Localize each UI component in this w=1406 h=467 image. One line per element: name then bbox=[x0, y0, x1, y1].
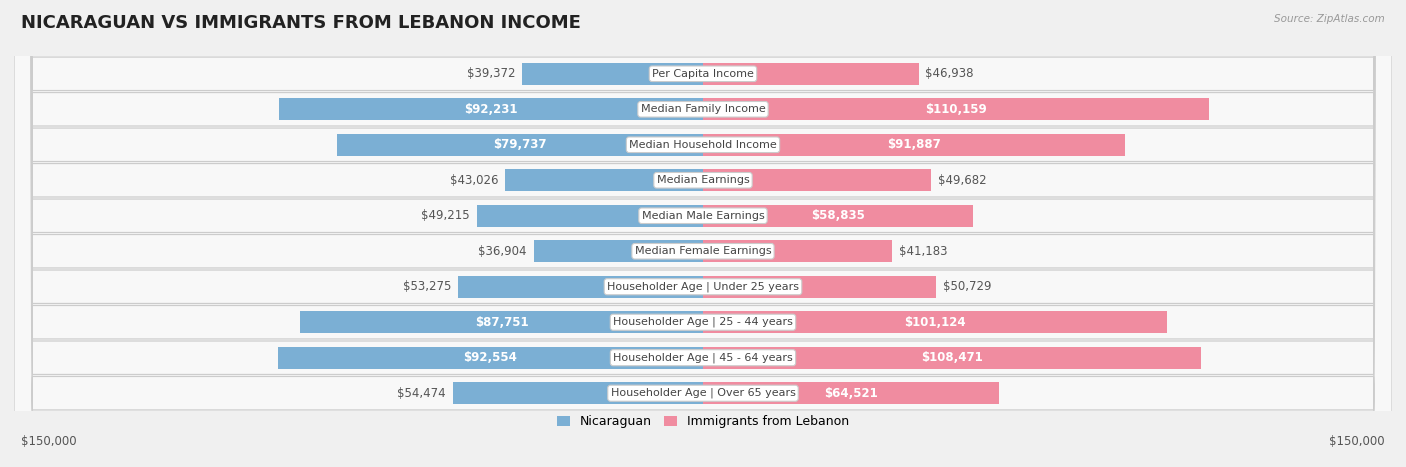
Bar bbox=[533, 240, 703, 262]
Text: $43,026: $43,026 bbox=[450, 174, 499, 187]
Bar bbox=[299, 311, 703, 333]
Text: $150,000: $150,000 bbox=[1329, 435, 1385, 448]
Text: NICARAGUAN VS IMMIGRANTS FROM LEBANON INCOME: NICARAGUAN VS IMMIGRANTS FROM LEBANON IN… bbox=[21, 14, 581, 32]
Bar bbox=[453, 382, 703, 404]
Text: Householder Age | Over 65 years: Householder Age | Over 65 years bbox=[610, 388, 796, 398]
Text: Per Capita Income: Per Capita Income bbox=[652, 69, 754, 79]
Text: Median Household Income: Median Household Income bbox=[628, 140, 778, 150]
Bar bbox=[280, 98, 703, 120]
FancyBboxPatch shape bbox=[14, 0, 1392, 467]
Text: Householder Age | Under 25 years: Householder Age | Under 25 years bbox=[607, 282, 799, 292]
Bar bbox=[477, 205, 703, 227]
Text: Median Male Earnings: Median Male Earnings bbox=[641, 211, 765, 221]
Bar bbox=[703, 311, 1167, 333]
Legend: Nicaraguan, Immigrants from Lebanon: Nicaraguan, Immigrants from Lebanon bbox=[553, 410, 853, 433]
FancyBboxPatch shape bbox=[14, 0, 1392, 467]
Text: $87,751: $87,751 bbox=[475, 316, 529, 329]
FancyBboxPatch shape bbox=[14, 0, 1392, 467]
Text: Source: ZipAtlas.com: Source: ZipAtlas.com bbox=[1274, 14, 1385, 24]
Text: Householder Age | 25 - 44 years: Householder Age | 25 - 44 years bbox=[613, 317, 793, 327]
FancyBboxPatch shape bbox=[14, 0, 1392, 467]
Text: $39,372: $39,372 bbox=[467, 67, 515, 80]
Bar bbox=[703, 134, 1125, 156]
Bar bbox=[522, 63, 703, 85]
Text: $36,904: $36,904 bbox=[478, 245, 527, 258]
Text: $79,737: $79,737 bbox=[494, 138, 547, 151]
Text: $64,521: $64,521 bbox=[824, 387, 877, 400]
Text: $53,275: $53,275 bbox=[404, 280, 451, 293]
Text: $150,000: $150,000 bbox=[21, 435, 77, 448]
Bar bbox=[703, 63, 918, 85]
Bar bbox=[703, 169, 931, 191]
Text: $50,729: $50,729 bbox=[943, 280, 991, 293]
Bar bbox=[703, 240, 893, 262]
Text: $49,215: $49,215 bbox=[422, 209, 470, 222]
Text: $101,124: $101,124 bbox=[904, 316, 966, 329]
Bar bbox=[703, 347, 1201, 369]
Text: $49,682: $49,682 bbox=[938, 174, 987, 187]
FancyBboxPatch shape bbox=[14, 0, 1392, 467]
Text: $91,887: $91,887 bbox=[887, 138, 941, 151]
Text: Median Family Income: Median Family Income bbox=[641, 104, 765, 114]
Bar bbox=[703, 205, 973, 227]
Bar bbox=[505, 169, 703, 191]
Text: Householder Age | 45 - 64 years: Householder Age | 45 - 64 years bbox=[613, 353, 793, 363]
Text: $58,835: $58,835 bbox=[811, 209, 865, 222]
Text: $92,554: $92,554 bbox=[464, 351, 517, 364]
FancyBboxPatch shape bbox=[14, 0, 1392, 467]
Bar bbox=[703, 382, 1000, 404]
Text: $110,159: $110,159 bbox=[925, 103, 987, 116]
Text: $108,471: $108,471 bbox=[921, 351, 983, 364]
Text: Median Earnings: Median Earnings bbox=[657, 175, 749, 185]
Bar bbox=[337, 134, 703, 156]
Text: $46,938: $46,938 bbox=[925, 67, 974, 80]
FancyBboxPatch shape bbox=[14, 0, 1392, 467]
Bar bbox=[278, 347, 703, 369]
FancyBboxPatch shape bbox=[14, 0, 1392, 467]
FancyBboxPatch shape bbox=[14, 0, 1392, 467]
Text: $92,231: $92,231 bbox=[464, 103, 517, 116]
Text: $41,183: $41,183 bbox=[898, 245, 948, 258]
Text: Median Female Earnings: Median Female Earnings bbox=[634, 246, 772, 256]
Bar bbox=[458, 276, 703, 298]
Bar bbox=[703, 98, 1209, 120]
FancyBboxPatch shape bbox=[14, 0, 1392, 467]
Bar bbox=[703, 276, 936, 298]
Text: $54,474: $54,474 bbox=[398, 387, 446, 400]
